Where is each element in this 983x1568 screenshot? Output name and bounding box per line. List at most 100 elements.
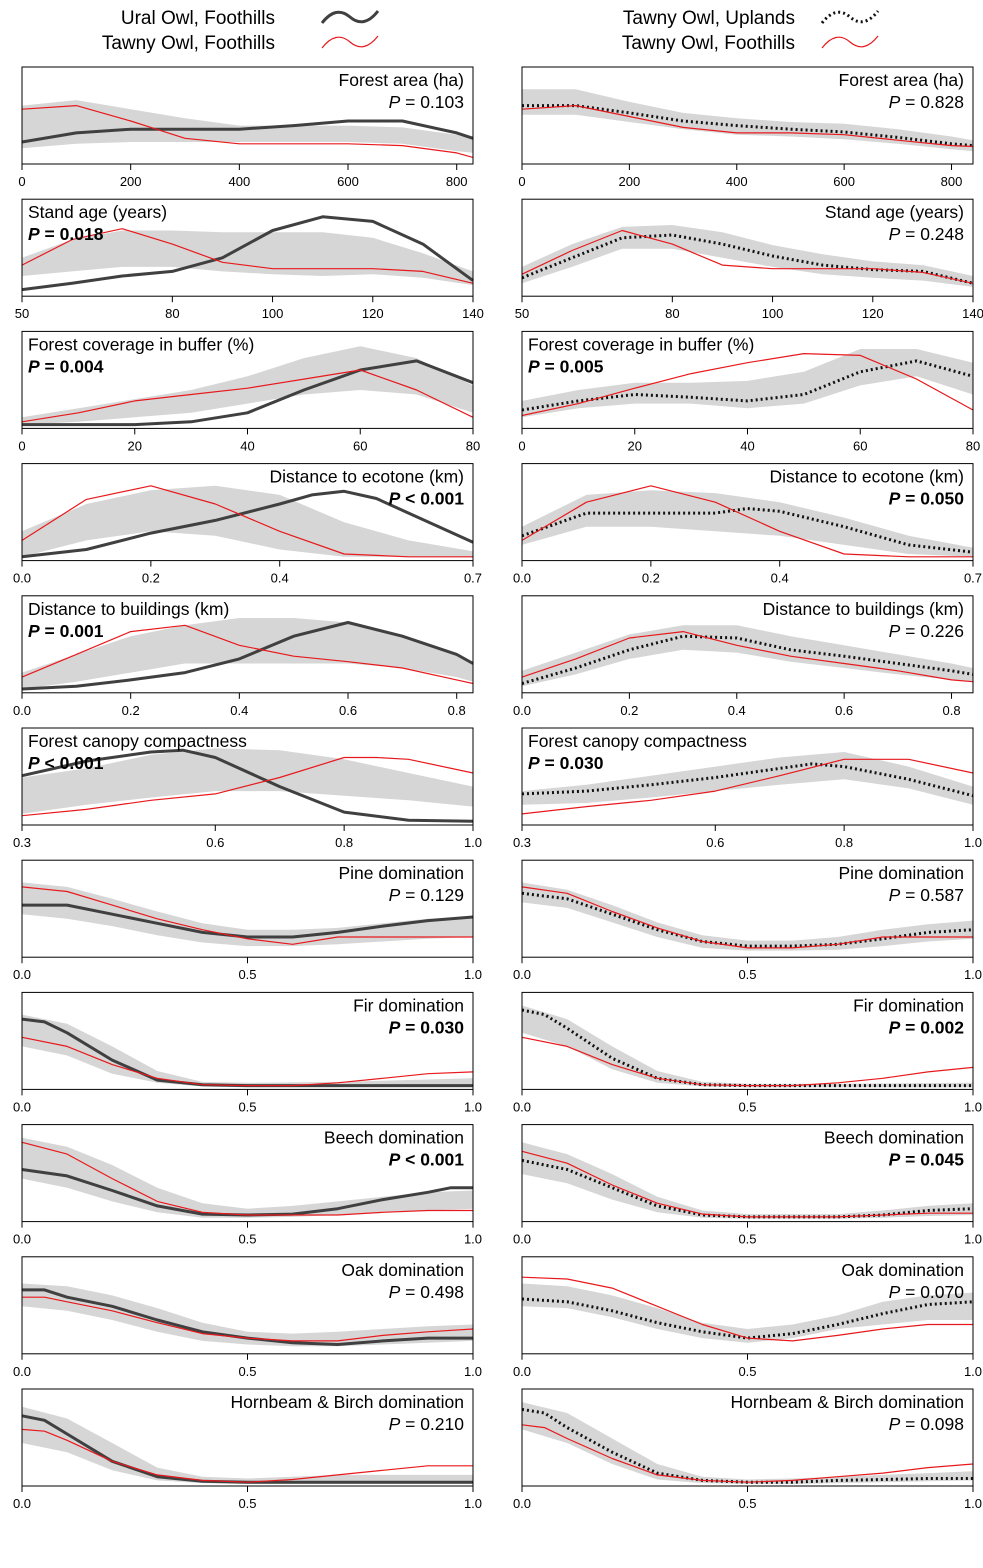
p-value: = 0.004 [40, 356, 104, 376]
envelope-band [22, 230, 473, 286]
envelope-band [522, 1142, 973, 1219]
envelope-band [22, 346, 473, 425]
x-tick-label: 0.3 [13, 835, 31, 850]
p-symbol: P [889, 1414, 901, 1434]
p-value-label: P = 0.226 [889, 621, 964, 641]
legend-sample-ural [320, 10, 380, 24]
series-line-tawny [521, 105, 974, 148]
panel-title: Forest canopy compactness [528, 731, 747, 751]
p-value: = 0.050 [900, 489, 964, 509]
x-tick-label: 0.5 [738, 1232, 756, 1247]
envelope-band [22, 748, 473, 814]
p-symbol: P [28, 356, 40, 376]
envelope-band [522, 625, 973, 687]
p-symbol: P [389, 1150, 401, 1170]
series-line-tawny [521, 1424, 974, 1483]
p-symbol: P [528, 356, 540, 376]
p-symbol: P [389, 489, 401, 509]
p-value: < 0.001 [400, 1150, 464, 1170]
p-value: = 0.248 [900, 224, 964, 244]
envelope-band [522, 882, 973, 951]
p-value-label: P = 0.050 [889, 489, 965, 509]
x-tick-label: 0.3 [513, 835, 531, 850]
plot-frame [521, 727, 974, 826]
x-tick-label: 400 [726, 174, 748, 189]
x-tick-label: 0 [518, 174, 525, 189]
x-tick-label: 20 [128, 438, 142, 453]
x-tick-label: 120 [362, 306, 384, 321]
x-tick-label: 1.0 [464, 1232, 482, 1247]
panel-title: Stand age (years) [28, 202, 167, 222]
p-value: = 0.070 [900, 1282, 964, 1302]
panel-6: 0.0 0.2 0.4 0.7 Distance to ecotone (km)P < … [13, 463, 482, 586]
p-value-label: P = 0.045 [889, 1150, 965, 1170]
series-line-uplands [521, 762, 974, 798]
p-value-label: P = 0.005 [528, 356, 604, 376]
p-value-label: P = 0.587 [889, 885, 964, 905]
series-line-tawny [21, 369, 474, 423]
x-tick-label: 0.5 [238, 1099, 256, 1114]
p-value-label: P = 0.103 [389, 92, 464, 112]
x-tick-label: 0.0 [13, 1496, 31, 1511]
x-tick-label: 600 [833, 174, 855, 189]
panel-9: 0.0 0.2 0.4 0.6 0.8 Distance to buildings (km… [513, 595, 974, 718]
panel-title: Hornbeam & Birch domination [731, 1392, 964, 1412]
panel-title: Forest coverage in buffer (%) [28, 334, 254, 354]
plot-frame [21, 66, 474, 165]
x-tick-label: 1.0 [464, 1364, 482, 1379]
p-symbol: P [28, 621, 40, 641]
panel-1: 0 200 400 600 800 Forest area (ha)P = 0.828 [518, 66, 974, 189]
x-tick-label: 0.5 [238, 1496, 256, 1511]
p-value-label: P = 0.070 [889, 1282, 965, 1302]
x-tick-label: 0 [18, 438, 25, 453]
series-line-tawny [22, 1296, 474, 1342]
x-tick-label: 800 [941, 174, 963, 189]
p-value: = 0.828 [900, 92, 964, 112]
x-tick-label: 0.5 [238, 1232, 256, 1247]
p-value-label: P = 0.030 [389, 1017, 465, 1037]
x-tick-label: 0.0 [513, 703, 531, 718]
series-line-tawny [521, 886, 973, 949]
p-value: = 0.103 [400, 92, 464, 112]
x-tick-label: 0.6 [206, 835, 224, 850]
panel-title: Pine domination [839, 863, 965, 883]
plot-frame [521, 595, 974, 694]
x-tick-label: 0.7 [964, 571, 982, 586]
p-value: = 0.018 [40, 224, 104, 244]
p-value-label: P = 0.498 [389, 1282, 464, 1302]
p-symbol: P [389, 1017, 401, 1037]
p-value-label: P = 0.129 [389, 885, 464, 905]
x-tick-label: 0.4 [230, 703, 248, 718]
x-tick-label: 0.4 [728, 703, 746, 718]
envelope-band [522, 225, 973, 287]
x-tick-label: 1.0 [964, 1099, 982, 1114]
x-tick-label: 800 [446, 174, 468, 189]
legend-sample-uplands [820, 10, 880, 24]
panel-title: Fir domination [353, 995, 464, 1015]
x-tick-label: 1.0 [464, 1099, 482, 1114]
x-tick-label: 40 [740, 438, 754, 453]
legend-label: Ural Owl, Foothills [121, 8, 275, 29]
panel-title: Distance to ecotone (km) [769, 467, 964, 487]
x-tick-label: 0.0 [513, 1364, 531, 1379]
x-tick-label: 0.2 [620, 703, 638, 718]
x-tick-label: 0.0 [513, 1099, 531, 1114]
envelope-band [22, 485, 473, 557]
p-value-label: P < 0.001 [28, 753, 104, 773]
series-line-tawny [21, 105, 474, 158]
x-tick-label: 0.2 [122, 703, 140, 718]
x-tick-label: 0.0 [13, 571, 31, 586]
x-tick-label: 1.0 [964, 967, 982, 982]
envelope-band [522, 349, 973, 418]
plot-frame [21, 727, 474, 826]
series-line-tawny [521, 485, 973, 558]
p-symbol: P [889, 224, 901, 244]
p-value: = 0.098 [900, 1414, 964, 1434]
x-tick-label: 0.5 [238, 967, 256, 982]
panel-8: 0.0 0.2 0.4 0.6 0.8 Distance to buildings (km… [13, 595, 474, 718]
